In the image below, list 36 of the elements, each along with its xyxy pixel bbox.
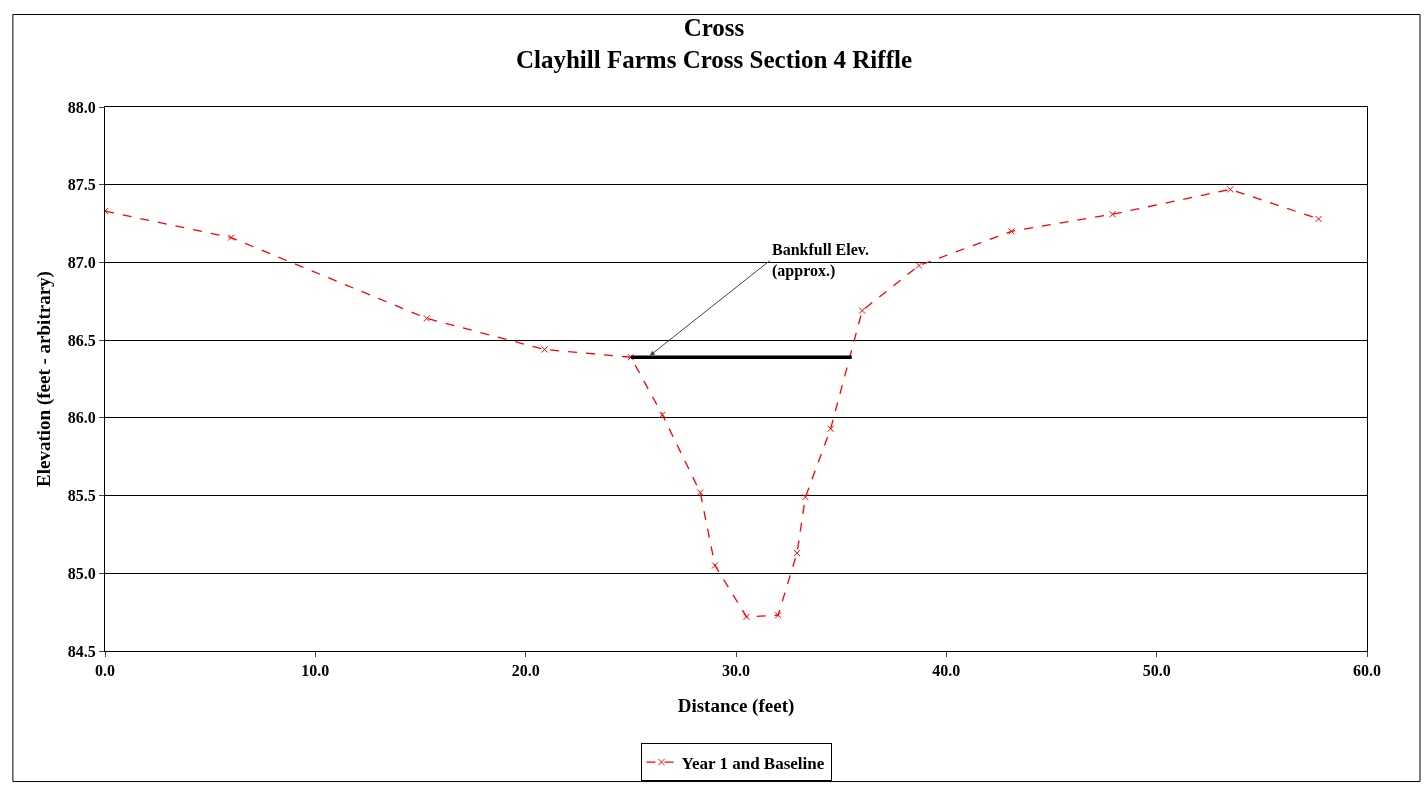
y-tick-label: 85.0 (67, 564, 96, 582)
point (696, 488, 704, 496)
chart-title: Cross Clayhill Farms Cross Section 4 Riffle (515, 13, 913, 74)
x-axis-title: Distance (feet) (677, 695, 795, 717)
x-tick-label: 20.0 (511, 662, 540, 680)
y-axis-title: Elevation (feet - arbitrary) (32, 271, 55, 487)
y-tick-label: 85.5 (67, 487, 96, 505)
point (858, 307, 866, 315)
x-tick-label: 0.0 (95, 662, 115, 680)
point (743, 613, 751, 621)
point (711, 562, 719, 570)
point (915, 262, 923, 270)
y-tick-label: 87.0 (67, 254, 96, 272)
point (541, 345, 549, 353)
x-tick-label: 50.0 (1142, 662, 1171, 680)
y-tick-label: 87.5 (67, 176, 96, 194)
point (658, 411, 666, 419)
x-tick-label: 10.0 (301, 662, 330, 680)
point (801, 493, 809, 501)
point (1008, 227, 1016, 235)
point (827, 425, 835, 433)
y-tick-label: 84.5 (67, 642, 96, 660)
annotation: Bankfull Elev. (approx.) (772, 241, 869, 280)
point (227, 234, 235, 242)
legend-label: Year 1 and Baseline (681, 753, 825, 773)
y-tick-label: 86.0 (67, 409, 96, 427)
y-tick-label: 86.5 (67, 331, 96, 349)
y-tick-label: 88.0 (67, 98, 96, 116)
point (1315, 215, 1323, 223)
point (423, 314, 431, 322)
point (1109, 210, 1116, 218)
point (1226, 185, 1234, 193)
x-tick-label: 40.0 (932, 662, 961, 680)
x-tick-label: 60.0 (1353, 662, 1381, 680)
point (774, 611, 782, 619)
x-tick-label: 30.0 (722, 662, 750, 680)
